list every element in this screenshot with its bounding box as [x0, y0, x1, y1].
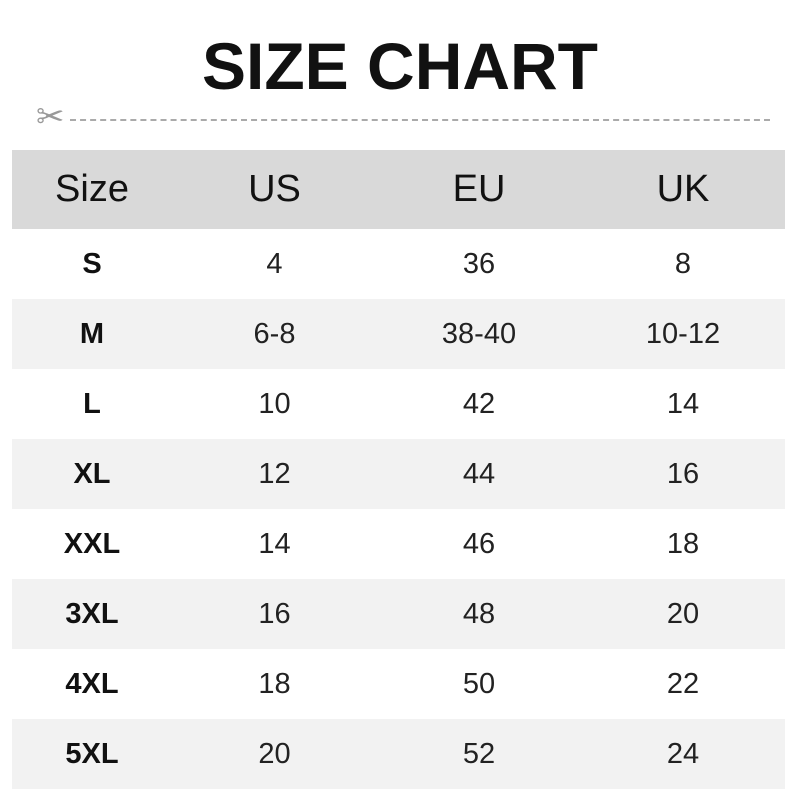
- size-cell: 4XL: [65, 667, 119, 700]
- value-cell: 50: [462, 667, 496, 700]
- value-cell: 20: [581, 579, 785, 649]
- column-header: US: [172, 150, 377, 229]
- value-cell: 14: [258, 527, 291, 560]
- table-row: 4XL 18 50 22: [12, 649, 785, 719]
- value-cell: 18: [666, 527, 700, 560]
- value-cell: 42: [462, 387, 496, 420]
- value-cell: 52: [377, 719, 581, 789]
- size-cell: 3XL: [12, 579, 172, 649]
- value-cell: 16: [581, 439, 785, 509]
- column-header: UK: [581, 150, 785, 229]
- value-cell: 8: [674, 247, 692, 280]
- table-row: XL 12 44 16: [12, 439, 785, 509]
- value-cell: 10-12: [581, 299, 785, 369]
- value-cell: 18: [258, 667, 291, 700]
- column-header: EU: [377, 150, 581, 229]
- size-cell: XXL: [63, 527, 121, 560]
- value-cell: 38-40: [377, 299, 581, 369]
- value-cell: 12: [172, 439, 377, 509]
- size-cell: S: [82, 247, 102, 280]
- value-cell: 20: [172, 719, 377, 789]
- table-row: L 10 42 14: [12, 369, 785, 439]
- value-cell: 6-8: [172, 299, 377, 369]
- value-cell: 48: [377, 579, 581, 649]
- dashed-divider: [70, 119, 770, 121]
- header-row: Size US EU UK: [12, 150, 785, 229]
- value-cell: 36: [462, 247, 496, 280]
- value-cell: 16: [172, 579, 377, 649]
- page-title: SIZE CHART: [202, 29, 598, 103]
- table-row: 5XL 20 52 24: [12, 719, 785, 789]
- size-table: Size US EU UK S 4 36 8 M 6-8 38-40 10-12 L 10 42 14 XL 1…: [12, 150, 785, 789]
- value-cell: 4: [266, 247, 283, 280]
- column-header: Size: [12, 150, 172, 229]
- size-cell: M: [12, 299, 172, 369]
- size-cell: XL: [12, 439, 172, 509]
- scissors-icon: ✂: [36, 98, 65, 136]
- table-row: 3XL 16 48 20: [12, 579, 785, 649]
- table-row: M 6-8 38-40 10-12: [12, 299, 785, 369]
- size-cell: 5XL: [12, 719, 172, 789]
- value-cell: 10: [258, 387, 291, 420]
- value-cell: 24: [581, 719, 785, 789]
- value-cell: 22: [666, 667, 700, 700]
- cut-line: ✂: [36, 100, 770, 134]
- size-cell: L: [83, 387, 101, 420]
- value-cell: 44: [377, 439, 581, 509]
- table-row: XXL 14 46 18: [12, 509, 785, 579]
- value-cell: 14: [666, 387, 700, 420]
- value-cell: 46: [462, 527, 496, 560]
- table-row: S 4 36 8: [12, 229, 785, 299]
